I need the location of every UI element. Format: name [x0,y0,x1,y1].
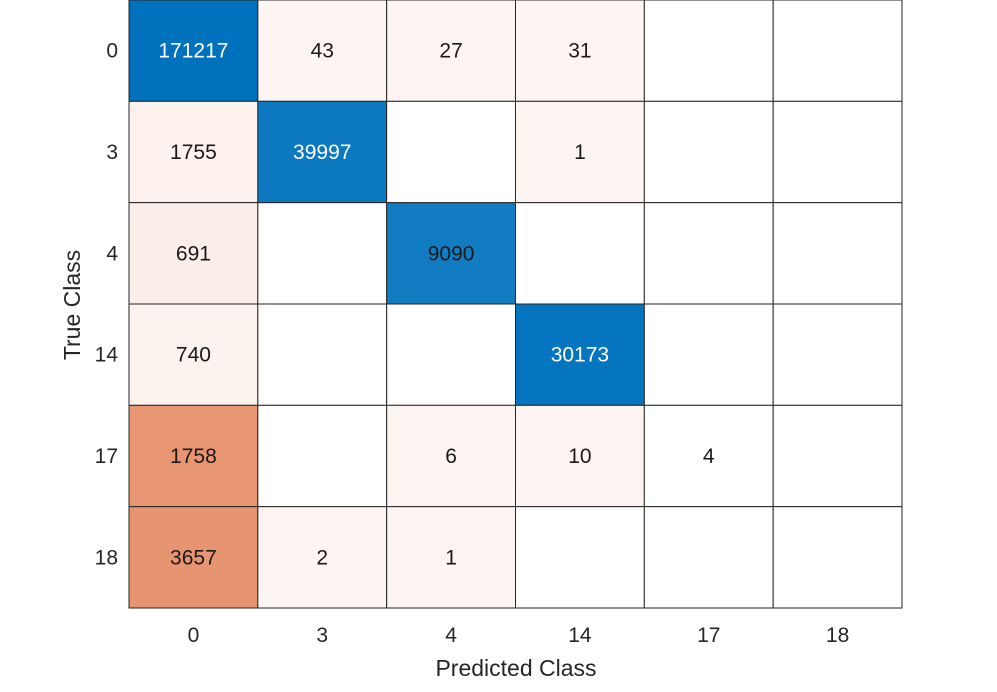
cell-value-label: 3657 [170,546,217,569]
matrix-cell-r3-c17 [643,100,774,204]
matrix-cell-r0-c3 [257,0,388,102]
x-tick-label: 4 [445,624,457,647]
matrix-cell-r0-c4 [386,0,516,102]
matrix-cell-r14-c0 [128,303,259,406]
matrix-cell-r17-c4 [386,404,516,508]
x-tick-label: 18 [826,624,849,647]
matrix-cell-r0-c14 [515,0,645,102]
matrix-cell-r14-c17 [643,303,774,406]
x-axis-title: Predicted Class [435,655,596,681]
cell-value-label: 4 [703,445,715,468]
matrix-cell-r17-c18 [772,404,903,508]
cell-value-label: 9090 [428,242,475,265]
y-tick-labels: 0 3 4 14 17 18 [95,40,119,570]
x-tick-labels: 0 3 4 14 17 18 [188,624,850,647]
matrix-cell-r14-c3 [257,303,388,406]
matrix-cell-r3-c4 [386,100,516,204]
cell-value-label: 171217 [158,40,228,63]
y-tick-label: 18 [95,546,118,569]
matrix-cell-r4-c18 [772,202,903,305]
matrix-cell-r18-c4 [386,506,516,609]
cell-value-label: 691 [176,242,211,265]
y-tick-label: 0 [106,40,118,63]
x-tick-label: 0 [188,624,200,647]
matrix-cell-r17-c14 [515,404,645,508]
matrix-cell-r4-c0 [128,202,259,305]
cell-value-label: 740 [176,344,211,367]
x-tick-label: 3 [316,624,328,647]
matrix-cell-r4-c3 [257,202,388,305]
matrix-cell-r17-c17 [643,404,774,508]
y-tick-label: 14 [95,344,119,367]
matrix-cell-r3-c18 [772,100,903,204]
y-axis-title: True Class [59,250,85,360]
matrix-cell-r18-c0 [128,506,259,609]
cell-value-label: 31 [568,40,591,63]
matrix-cell-r14-c18 [772,303,903,406]
cell-value-label: 1 [445,546,457,569]
cell-value-label: 6 [445,445,457,468]
matrix-cell-r0-c0 [128,0,259,102]
y-tick-label: 17 [95,445,118,468]
matrix-cell-r18-c17 [643,506,774,609]
matrix-cell-r4-c17 [643,202,774,305]
matrix-cell-r17-c3 [257,404,388,508]
matrix-cell-r3-c0 [128,100,259,204]
cell-value-label: 10 [568,445,591,468]
matrix-cell-r18-c14 [515,506,645,609]
x-tick-label: 17 [697,624,720,647]
x-tick-label: 14 [568,624,592,647]
cell-value-label: 39997 [293,141,351,164]
cell-value-label: 1 [574,141,586,164]
cell-value-label: 1755 [170,141,217,164]
matrix-cell-r14-c14 [515,303,645,406]
matrix-cell-r18-c3 [257,506,388,609]
matrix-cell-r0-c18 [772,0,903,102]
y-tick-label: 3 [106,141,118,164]
cell-value-label: 43 [311,40,334,63]
matrix-cell-r4-c14 [515,202,645,305]
cell-value-label: 2 [316,546,328,569]
cell-value-label: 27 [439,40,462,63]
matrix-cell-r0-c17 [643,0,774,102]
cell-value-label: 30173 [551,344,609,367]
matrix-cell-r18-c18 [772,506,903,609]
matrix-cell-labels: 171217 43 27 31 1755 39997 1 691 9090 740 30173 175… [158,40,715,570]
y-tick-label: 4 [106,242,118,265]
matrix-cells [128,0,903,609]
matrix-cell-r4-c4 [386,202,516,305]
matrix-cell-r14-c4 [386,303,516,406]
cell-value-label: 1758 [170,445,217,468]
